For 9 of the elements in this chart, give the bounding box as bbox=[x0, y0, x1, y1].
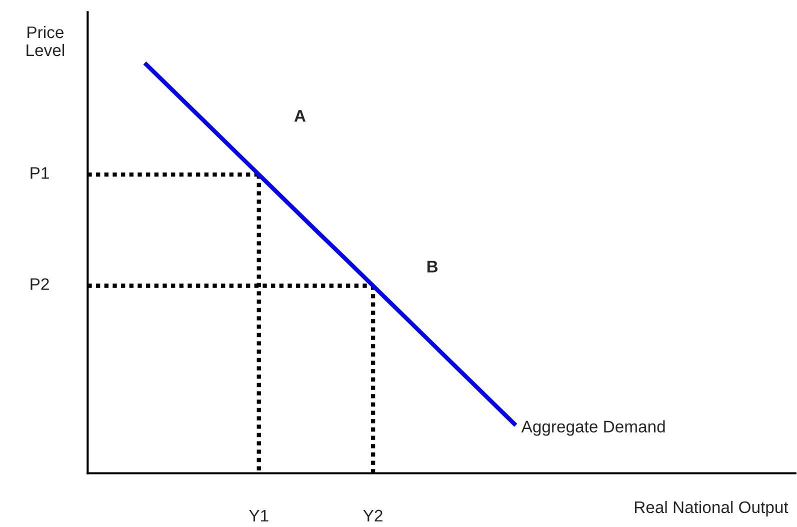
x-axis-title: Real National Output bbox=[634, 500, 788, 516]
x-tick-label: Y1 bbox=[249, 510, 268, 522]
annotation: A bbox=[294, 110, 306, 122]
x-tick-label: Y2 bbox=[363, 510, 382, 522]
series-label: Aggregate Demand bbox=[521, 420, 665, 436]
annotation: B bbox=[427, 260, 438, 272]
text: P2 bbox=[30, 278, 49, 290]
y-axis-title: Price Level bbox=[26, 26, 64, 56]
text: P1 bbox=[30, 167, 49, 179]
